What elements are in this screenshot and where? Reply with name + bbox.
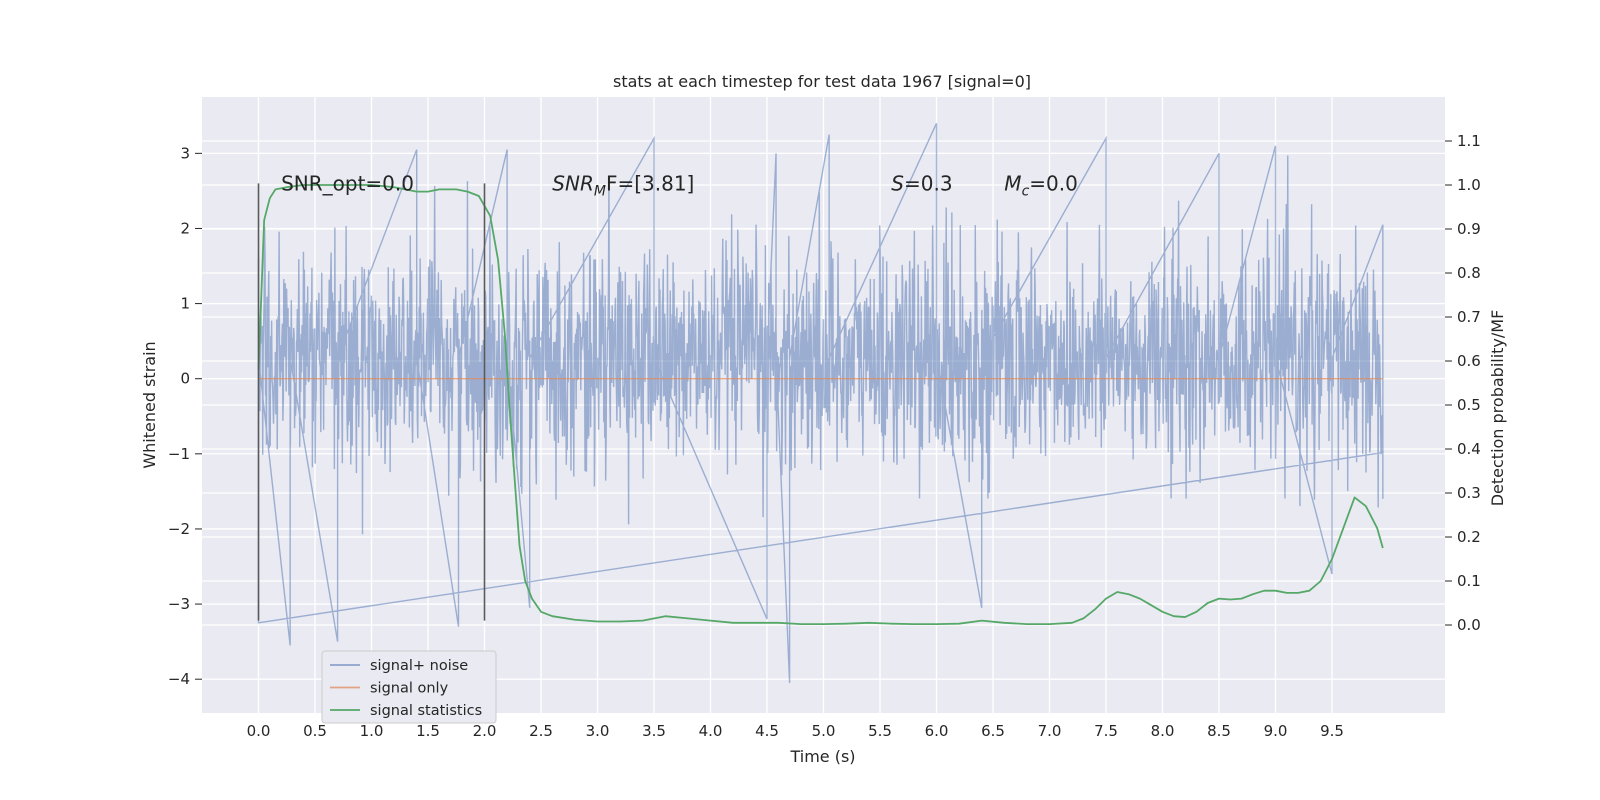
y-tick-label: 1 (180, 295, 190, 313)
x-tick-label: 4.0 (699, 722, 723, 740)
y-axis-label: Whitened strain (140, 341, 159, 468)
y2-axis-label: Detection probability/MF (1488, 310, 1507, 507)
legend-label: signal statistics (370, 703, 482, 719)
y2-tick-label: 1.0 (1457, 176, 1481, 194)
x-tick-label: 6.0 (925, 722, 949, 740)
x-tick-label: 4.5 (755, 722, 779, 740)
y2-tick-label: 0.4 (1457, 440, 1481, 458)
annotations: SNR_opt=0.0 SNRMF=[3.81] S=0.3 Mc=0.0 (281, 171, 1078, 199)
y-tick-label: 2 (180, 219, 190, 237)
x-tick-label: 3.5 (642, 722, 666, 740)
y2-tick-label: 0.1 (1457, 572, 1481, 590)
x-tick-label: 5.0 (812, 722, 836, 740)
x-tick-label: 7.5 (1094, 722, 1118, 740)
annotation-value: =0.3 (904, 171, 953, 195)
legend-label: signal+ noise (370, 658, 468, 674)
annotation-value: F=[3.81] (606, 171, 694, 195)
y-tick-label: −4 (168, 670, 190, 688)
x-tick-label: 0.5 (303, 722, 327, 740)
y2-tick-label: 0.5 (1457, 396, 1481, 414)
y-tick-label: 3 (180, 144, 190, 162)
y2-tick-label: 0.6 (1457, 352, 1481, 370)
y2-tick-label: 0.7 (1457, 308, 1481, 326)
y-tick-label: −3 (168, 595, 190, 613)
x-tick-label: 3.0 (586, 722, 610, 740)
x-tick-label: 6.5 (981, 722, 1005, 740)
y2-tick-label: 0.9 (1457, 220, 1481, 238)
y2-tick-label: 0.8 (1457, 264, 1481, 282)
legend-label: signal only (370, 681, 449, 697)
annotation-subscript: M (594, 183, 606, 199)
annotation-text: Mc=0.0 (1004, 171, 1078, 199)
x-tick-label: 0.0 (247, 722, 271, 740)
annotation-text: S=0.3 (891, 171, 952, 195)
chart-title: stats at each timestep for test data 196… (613, 72, 1031, 91)
x-tick-label: 7.0 (1038, 722, 1062, 740)
y2-tick-label: 0.2 (1457, 528, 1481, 546)
y-tick-label: −1 (168, 445, 190, 463)
x-tick-label: 1.0 (360, 722, 384, 740)
annotation-symbol: S (891, 171, 904, 195)
annotation-text: SNR_opt=0.0 (281, 171, 414, 195)
annotation-symbol: M (1004, 171, 1021, 195)
x-tick-label: 8.5 (1207, 722, 1231, 740)
x-axis-label: Time (s) (789, 747, 855, 766)
annotation-subscript: c (1022, 183, 1030, 199)
y2-tick-label: 0.0 (1457, 616, 1481, 634)
annotation-symbol: SNR (552, 171, 594, 195)
y-tick-label: 0 (180, 370, 190, 388)
x-tick-label: 9.5 (1320, 722, 1344, 740)
legend: signal+ noise signal only signal statistic… (321, 650, 497, 724)
x-tick-label: 8.0 (1151, 722, 1175, 740)
y2-tick-label: 1.1 (1457, 132, 1481, 150)
series-signal-noise (257, 122, 1385, 683)
x-tick-label: 1.5 (416, 722, 440, 740)
x-tick-label: 2.0 (473, 722, 497, 740)
x-tick-label: 9.0 (1264, 722, 1288, 740)
legend-box (321, 650, 497, 724)
series-signal-statistics (257, 184, 1384, 626)
x-tick-label: 5.5 (868, 722, 892, 740)
series-layer (257, 122, 1385, 683)
axis-ticks: 0.0 0.5 1.0 1.5 2.0 2.5 3.0 3.5 4.0 4.5 5.0 5.5 6.0 6… (168, 132, 1481, 740)
y-tick-label: −2 (168, 520, 190, 538)
annotation-text: SNRMF=[3.81] (552, 171, 694, 199)
x-tick-label: 2.5 (529, 722, 553, 740)
y2-tick-label: 0.3 (1457, 484, 1481, 502)
annotation-value: =0.0 (1029, 171, 1078, 195)
